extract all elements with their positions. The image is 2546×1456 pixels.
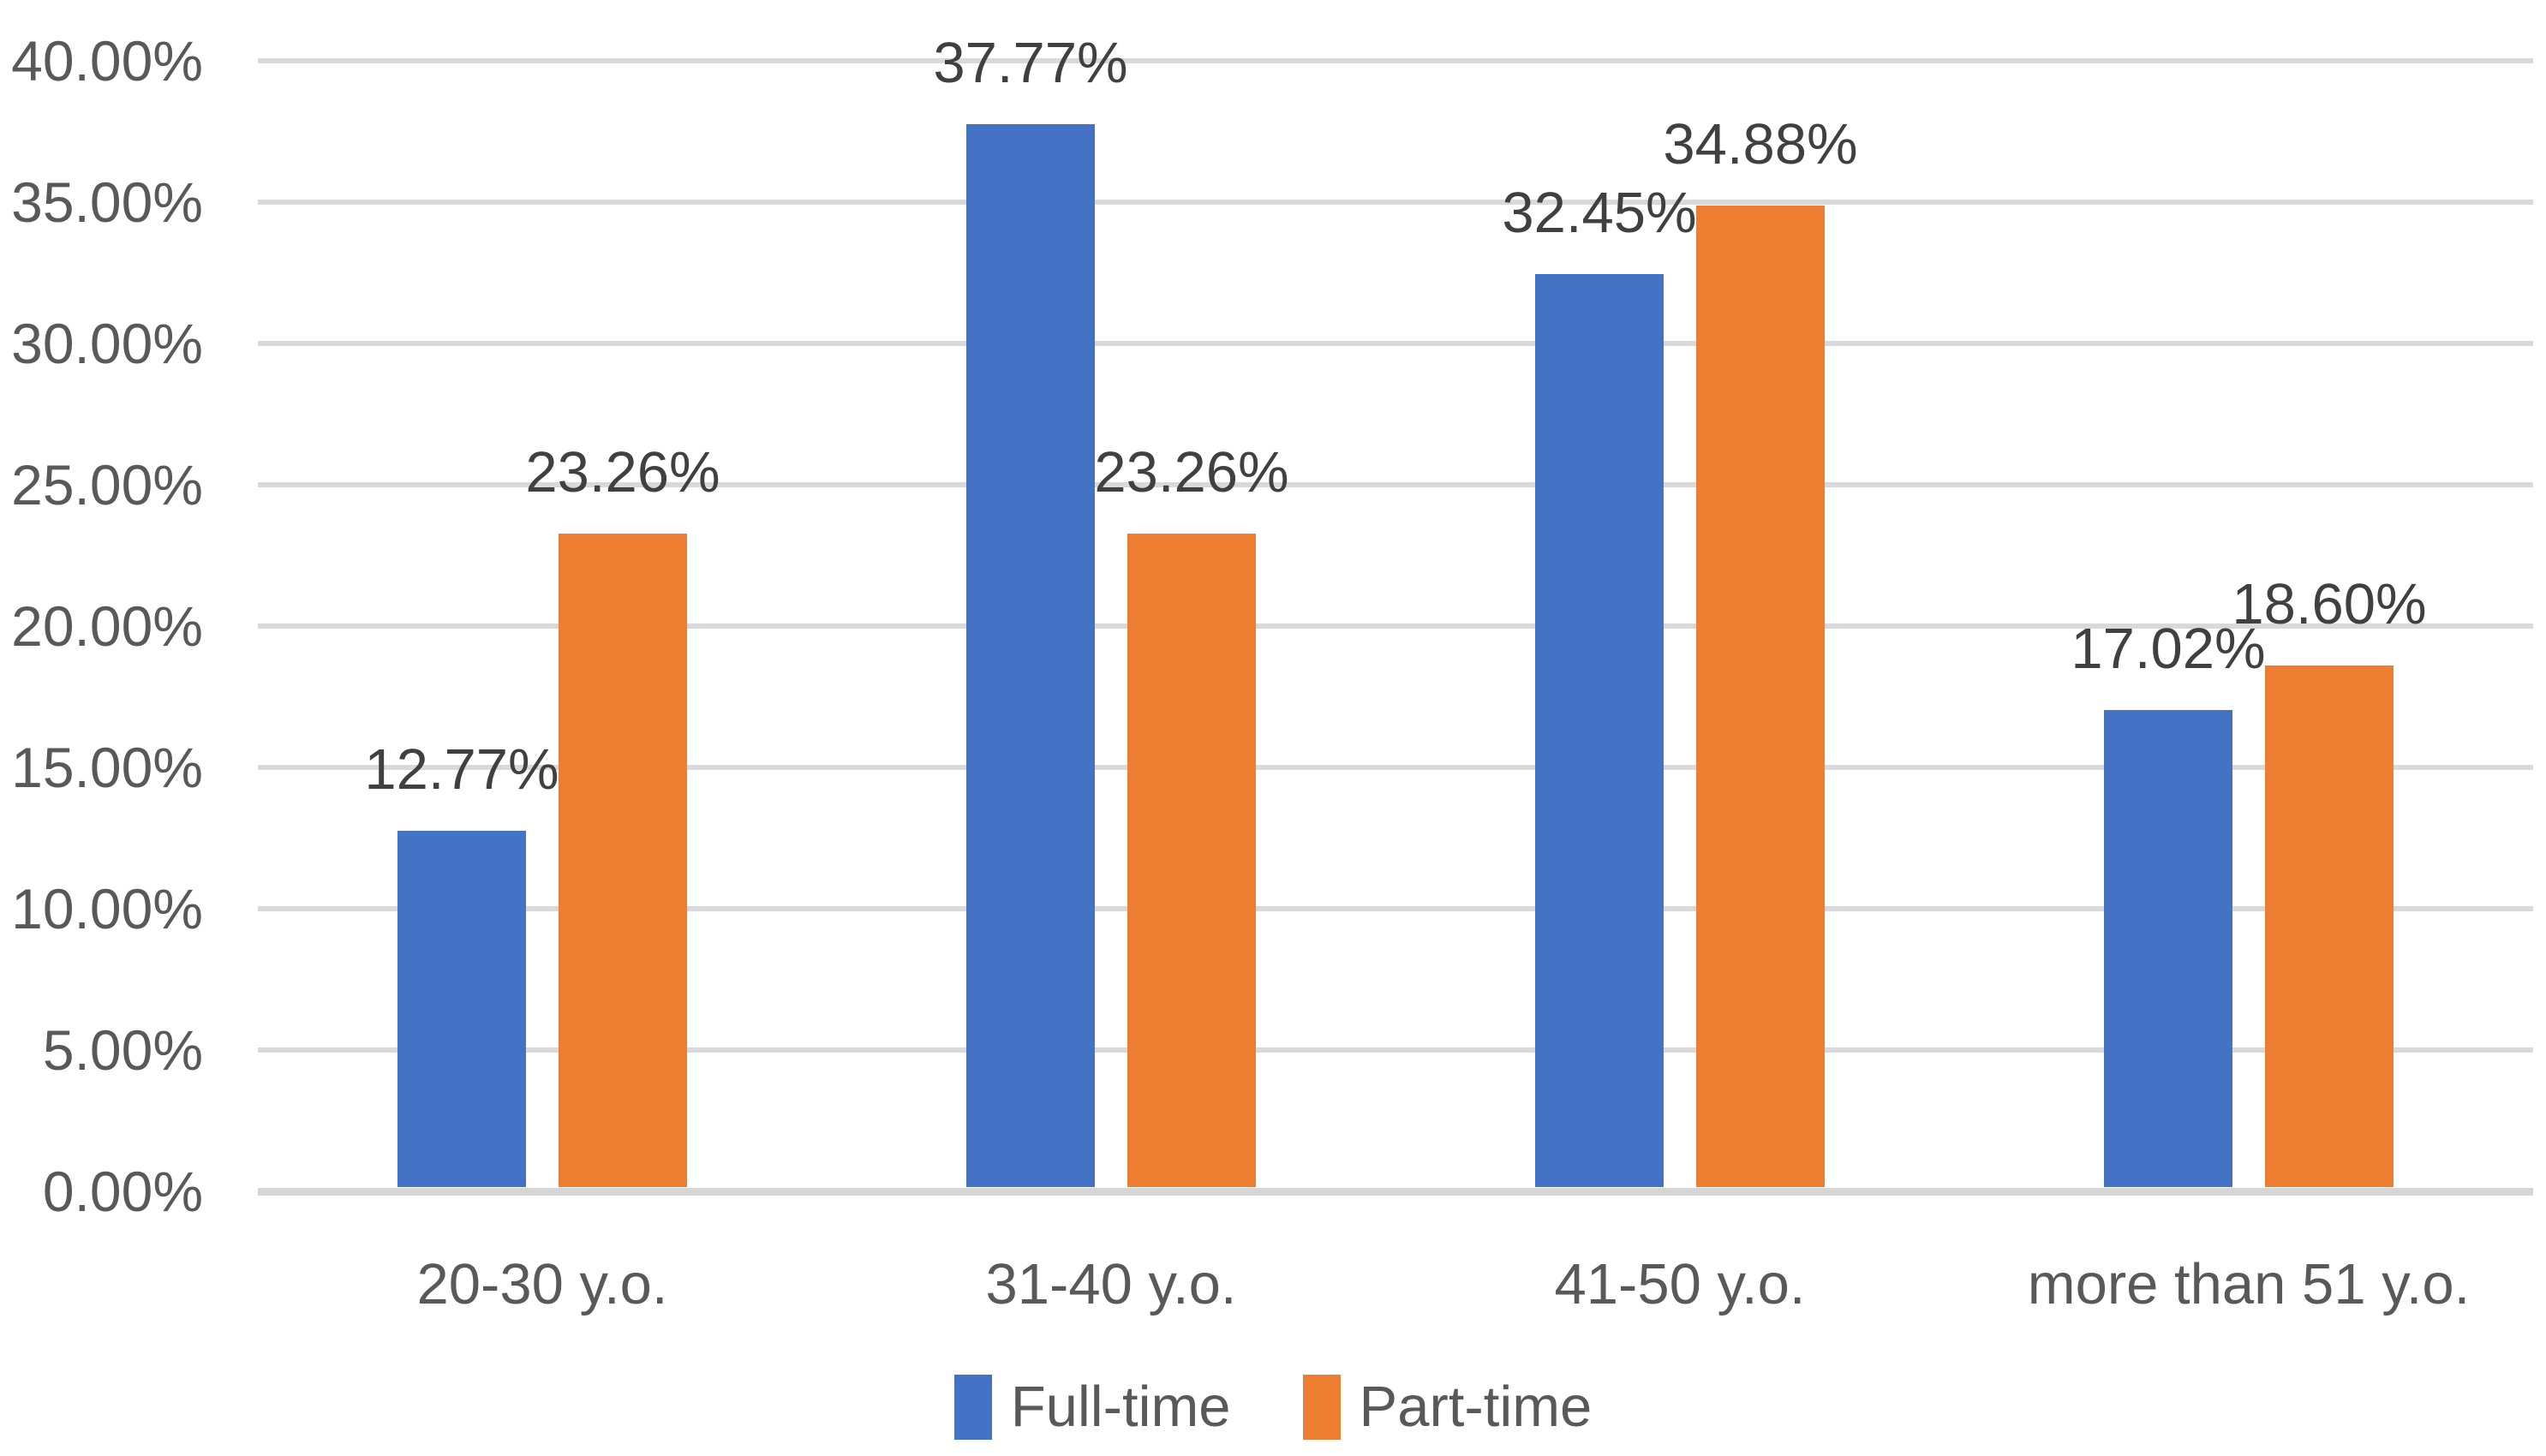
- legend-label-part-time: Part-time: [1359, 1375, 1593, 1439]
- y-axis-tick-label: 20.00%: [11, 594, 203, 658]
- gridline-20: [258, 624, 2533, 629]
- y-axis-tick-label: 0.00%: [42, 1160, 203, 1223]
- gridline-5: [258, 1047, 2533, 1053]
- x-axis-label-2: 41-50 y.o.: [1554, 1252, 1806, 1316]
- y-axis-tick-label: 35.00%: [11, 170, 203, 234]
- y-axis-tick-label: 15.00%: [11, 736, 203, 799]
- gridline-35: [258, 200, 2533, 205]
- bar-full-time-1: [966, 123, 1095, 1188]
- legend-swatch-full-time: [953, 1375, 992, 1440]
- bar-part-time-1: [1127, 534, 1256, 1188]
- x-axis-label-1: 31-40 y.o.: [985, 1252, 1237, 1316]
- bar-part-time-0: [559, 534, 687, 1188]
- y-axis-tick-label: 25.00%: [11, 453, 203, 516]
- legend-swatch-part-time: [1302, 1375, 1341, 1440]
- legend: Full-time Part-time: [0, 1369, 2546, 1446]
- data-label-full-time-3: 17.02%: [2071, 617, 2266, 682]
- y-axis-tick-label: 30.00%: [11, 312, 203, 375]
- bar-full-time-0: [397, 830, 526, 1188]
- legend-item-part-time: Part-time: [1302, 1375, 1593, 1440]
- bar-full-time-2: [1535, 274, 1664, 1188]
- y-axis-tick-label: 40.00%: [11, 29, 203, 92]
- data-label-part-time-3: 18.60%: [2232, 572, 2427, 637]
- gridline-25: [258, 482, 2533, 487]
- x-axis-label-3: more than 51 y.o.: [2027, 1252, 2471, 1316]
- y-axis-tick-label: 10.00%: [11, 877, 203, 940]
- data-label-full-time-2: 32.45%: [1502, 181, 1697, 246]
- gridline-30: [258, 341, 2533, 346]
- data-label-part-time-2: 34.88%: [1663, 111, 1858, 176]
- data-label-part-time-1: 23.26%: [1094, 440, 1289, 505]
- legend-item-full-time: Full-time: [953, 1375, 1231, 1440]
- bar-full-time-3: [2104, 710, 2232, 1188]
- bar-part-time-3: [2265, 665, 2394, 1188]
- data-label-part-time-0: 23.26%: [525, 440, 720, 505]
- x-axis-line: [258, 1187, 2533, 1196]
- gridline-15: [258, 765, 2533, 770]
- x-axis-label-0: 20-30 y.o.: [416, 1252, 668, 1316]
- data-label-full-time-1: 37.77%: [933, 30, 1128, 95]
- y-axis-tick-label: 5.00%: [42, 1018, 203, 1082]
- data-label-full-time-0: 12.77%: [364, 737, 559, 802]
- gridline-10: [258, 906, 2533, 911]
- gridline-40: [258, 58, 2533, 63]
- legend-label-full-time: Full-time: [1010, 1375, 1231, 1439]
- bar-part-time-2: [1696, 205, 1825, 1188]
